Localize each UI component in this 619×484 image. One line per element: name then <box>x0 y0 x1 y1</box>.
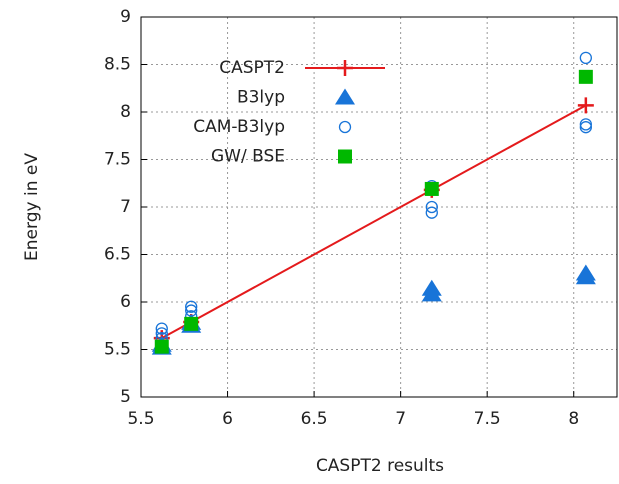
y-tick-label: 5 <box>120 387 131 407</box>
marker-plus <box>337 60 353 76</box>
marker-circle <box>579 51 592 64</box>
x-tick-label: 7.5 <box>474 409 501 429</box>
series-line <box>161 104 587 339</box>
marker-circle <box>155 322 168 335</box>
marker-triangle <box>421 279 442 296</box>
marker-plus <box>577 97 594 114</box>
y-tick-label: 9 <box>120 7 131 27</box>
y-tick-label: 6.5 <box>104 245 131 265</box>
marker-triangle <box>575 264 596 281</box>
x-tick-label: 7 <box>395 409 406 429</box>
marker-circle <box>579 121 592 134</box>
plot-frame <box>140 16 618 398</box>
x-tick-label: 6 <box>222 409 233 429</box>
marker-circle <box>425 200 438 214</box>
y-tick-label: 8 <box>120 102 131 122</box>
y-tick-label: 8.5 <box>104 55 131 75</box>
marker-circle <box>185 300 198 313</box>
y-tick-label: 5.5 <box>104 340 131 360</box>
legend-label: B3lyp <box>237 88 285 108</box>
marker-circle <box>425 206 438 219</box>
legend-label: CASPT2 <box>219 58 285 78</box>
marker-circle <box>338 120 352 134</box>
x-tick-label: 8 <box>568 409 579 429</box>
y-tick-label: 6 <box>120 292 131 312</box>
y-axis-label: Energy in eV <box>22 153 42 261</box>
y-tick-label: 7.5 <box>104 150 131 170</box>
x-tick-label: 5.5 <box>127 409 154 429</box>
marker-triangle <box>335 88 355 105</box>
x-tick-label: 6.5 <box>301 409 328 429</box>
marker-square <box>578 69 593 84</box>
marker-square <box>424 181 439 196</box>
marker-square <box>184 316 199 331</box>
x-axis-label: CASPT2 results <box>316 456 444 476</box>
marker-circle <box>579 118 592 131</box>
legend-label: GW/ BSE <box>211 147 285 167</box>
legend-label: CAM-B3lyp <box>193 117 285 137</box>
y-tick-label: 7 <box>120 197 131 217</box>
marker-circle <box>155 327 168 340</box>
marker-square <box>338 149 352 164</box>
marker-square <box>154 339 169 354</box>
marker-circle <box>185 304 198 317</box>
